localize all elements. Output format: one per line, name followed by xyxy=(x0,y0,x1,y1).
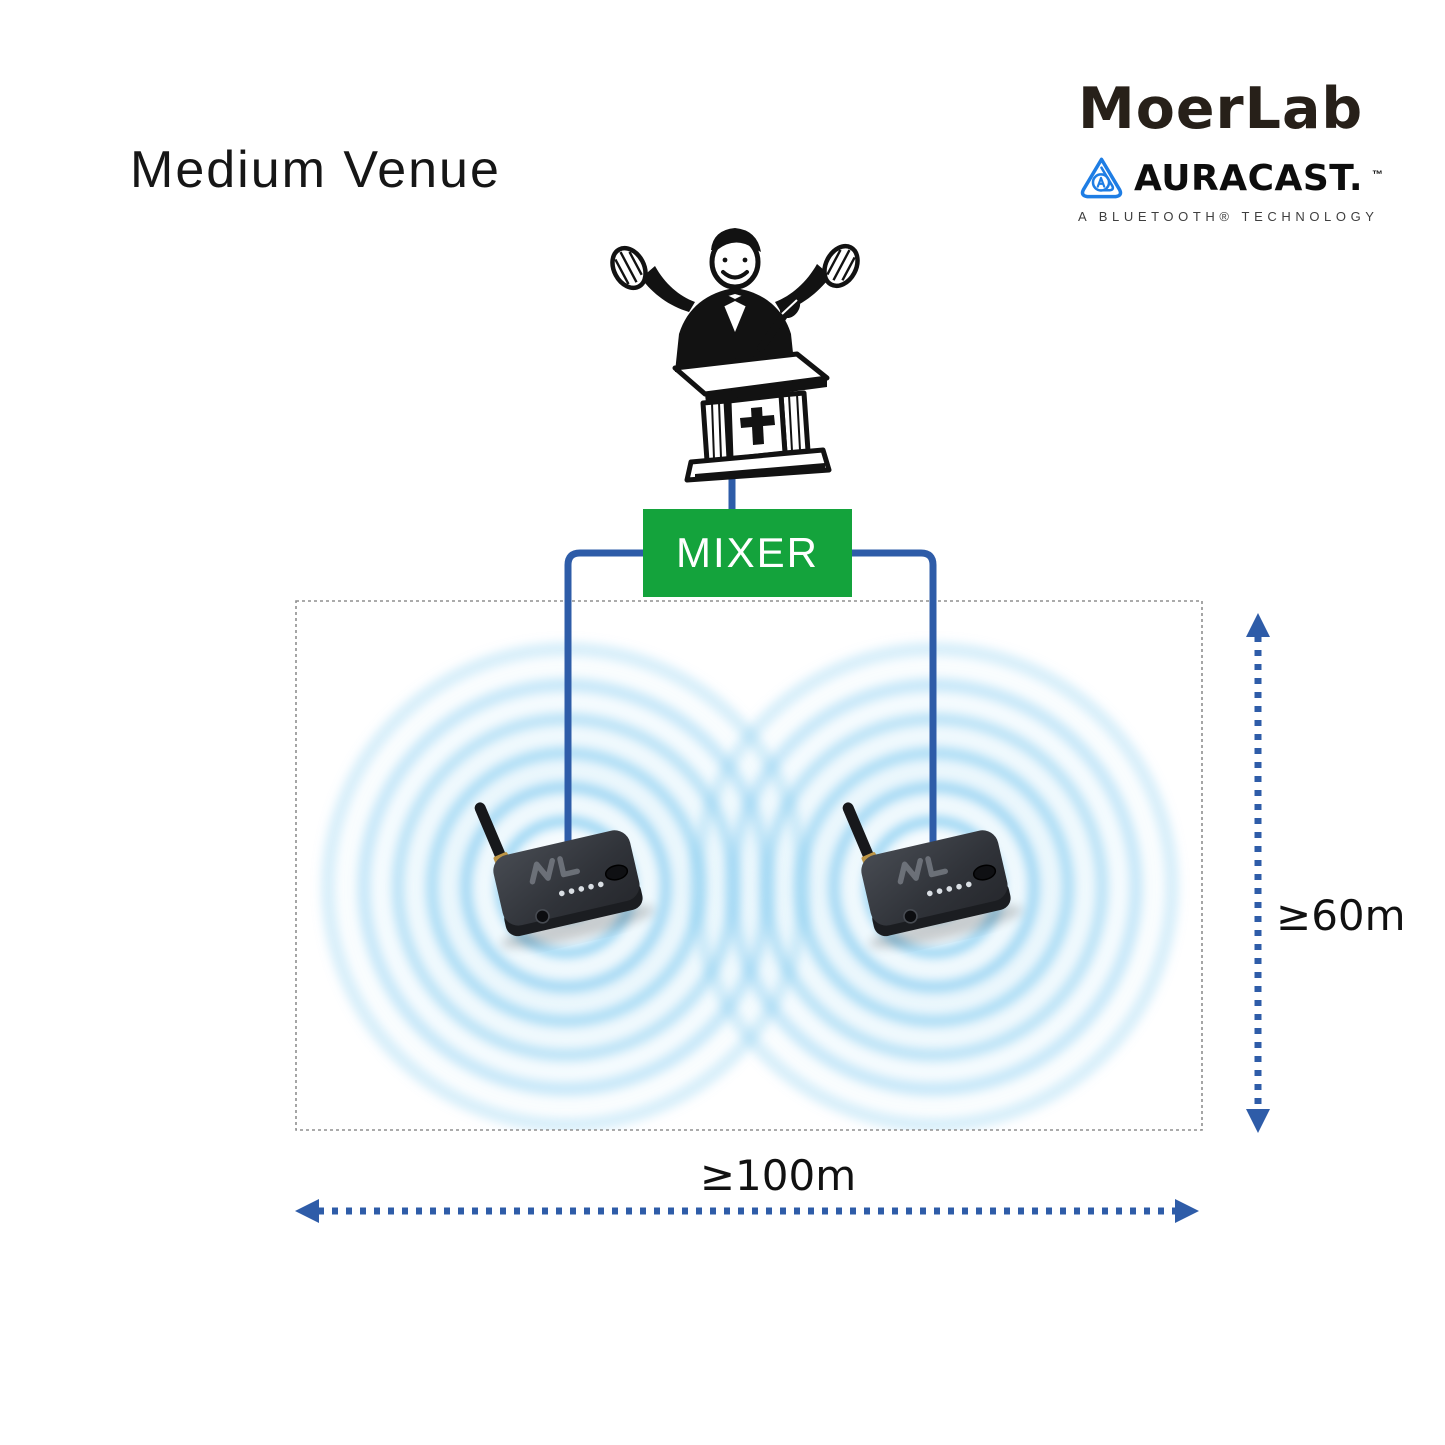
mixer-box: MIXER xyxy=(643,509,852,597)
height-dimension-arrow xyxy=(1246,613,1270,1133)
infographic-canvas: Medium Venue MoerLab AURACAST. ™ A BLUET… xyxy=(0,0,1445,1445)
mixer-label: MIXER xyxy=(676,529,819,577)
venue-diagram xyxy=(0,0,1445,1445)
coverage-waves xyxy=(318,639,1182,1135)
width-dimension-label: ≥100m xyxy=(648,1151,908,1200)
width-dimension-arrow xyxy=(295,1199,1199,1223)
height-dimension-label: ≥60m xyxy=(1276,891,1406,940)
preacher-at-podium-icon xyxy=(606,228,864,480)
